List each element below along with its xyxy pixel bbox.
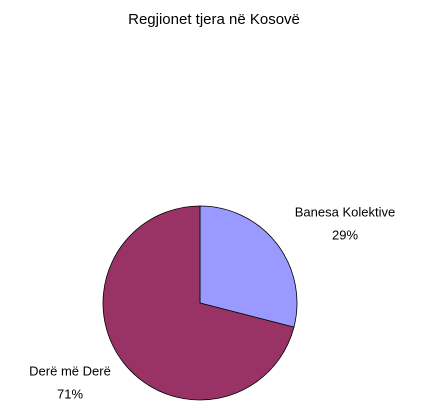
slice-value-label: 71% — [57, 386, 83, 401]
slice-value-label: 29% — [332, 227, 358, 242]
chart-title: Regjionet tjera në Kosovë — [128, 11, 300, 28]
pie-slice — [199, 205, 298, 328]
pie-slice — [102, 205, 295, 401]
slice-label: Derë më Derë — [29, 363, 111, 378]
slice-label: Banesa Kolektive — [295, 204, 395, 219]
